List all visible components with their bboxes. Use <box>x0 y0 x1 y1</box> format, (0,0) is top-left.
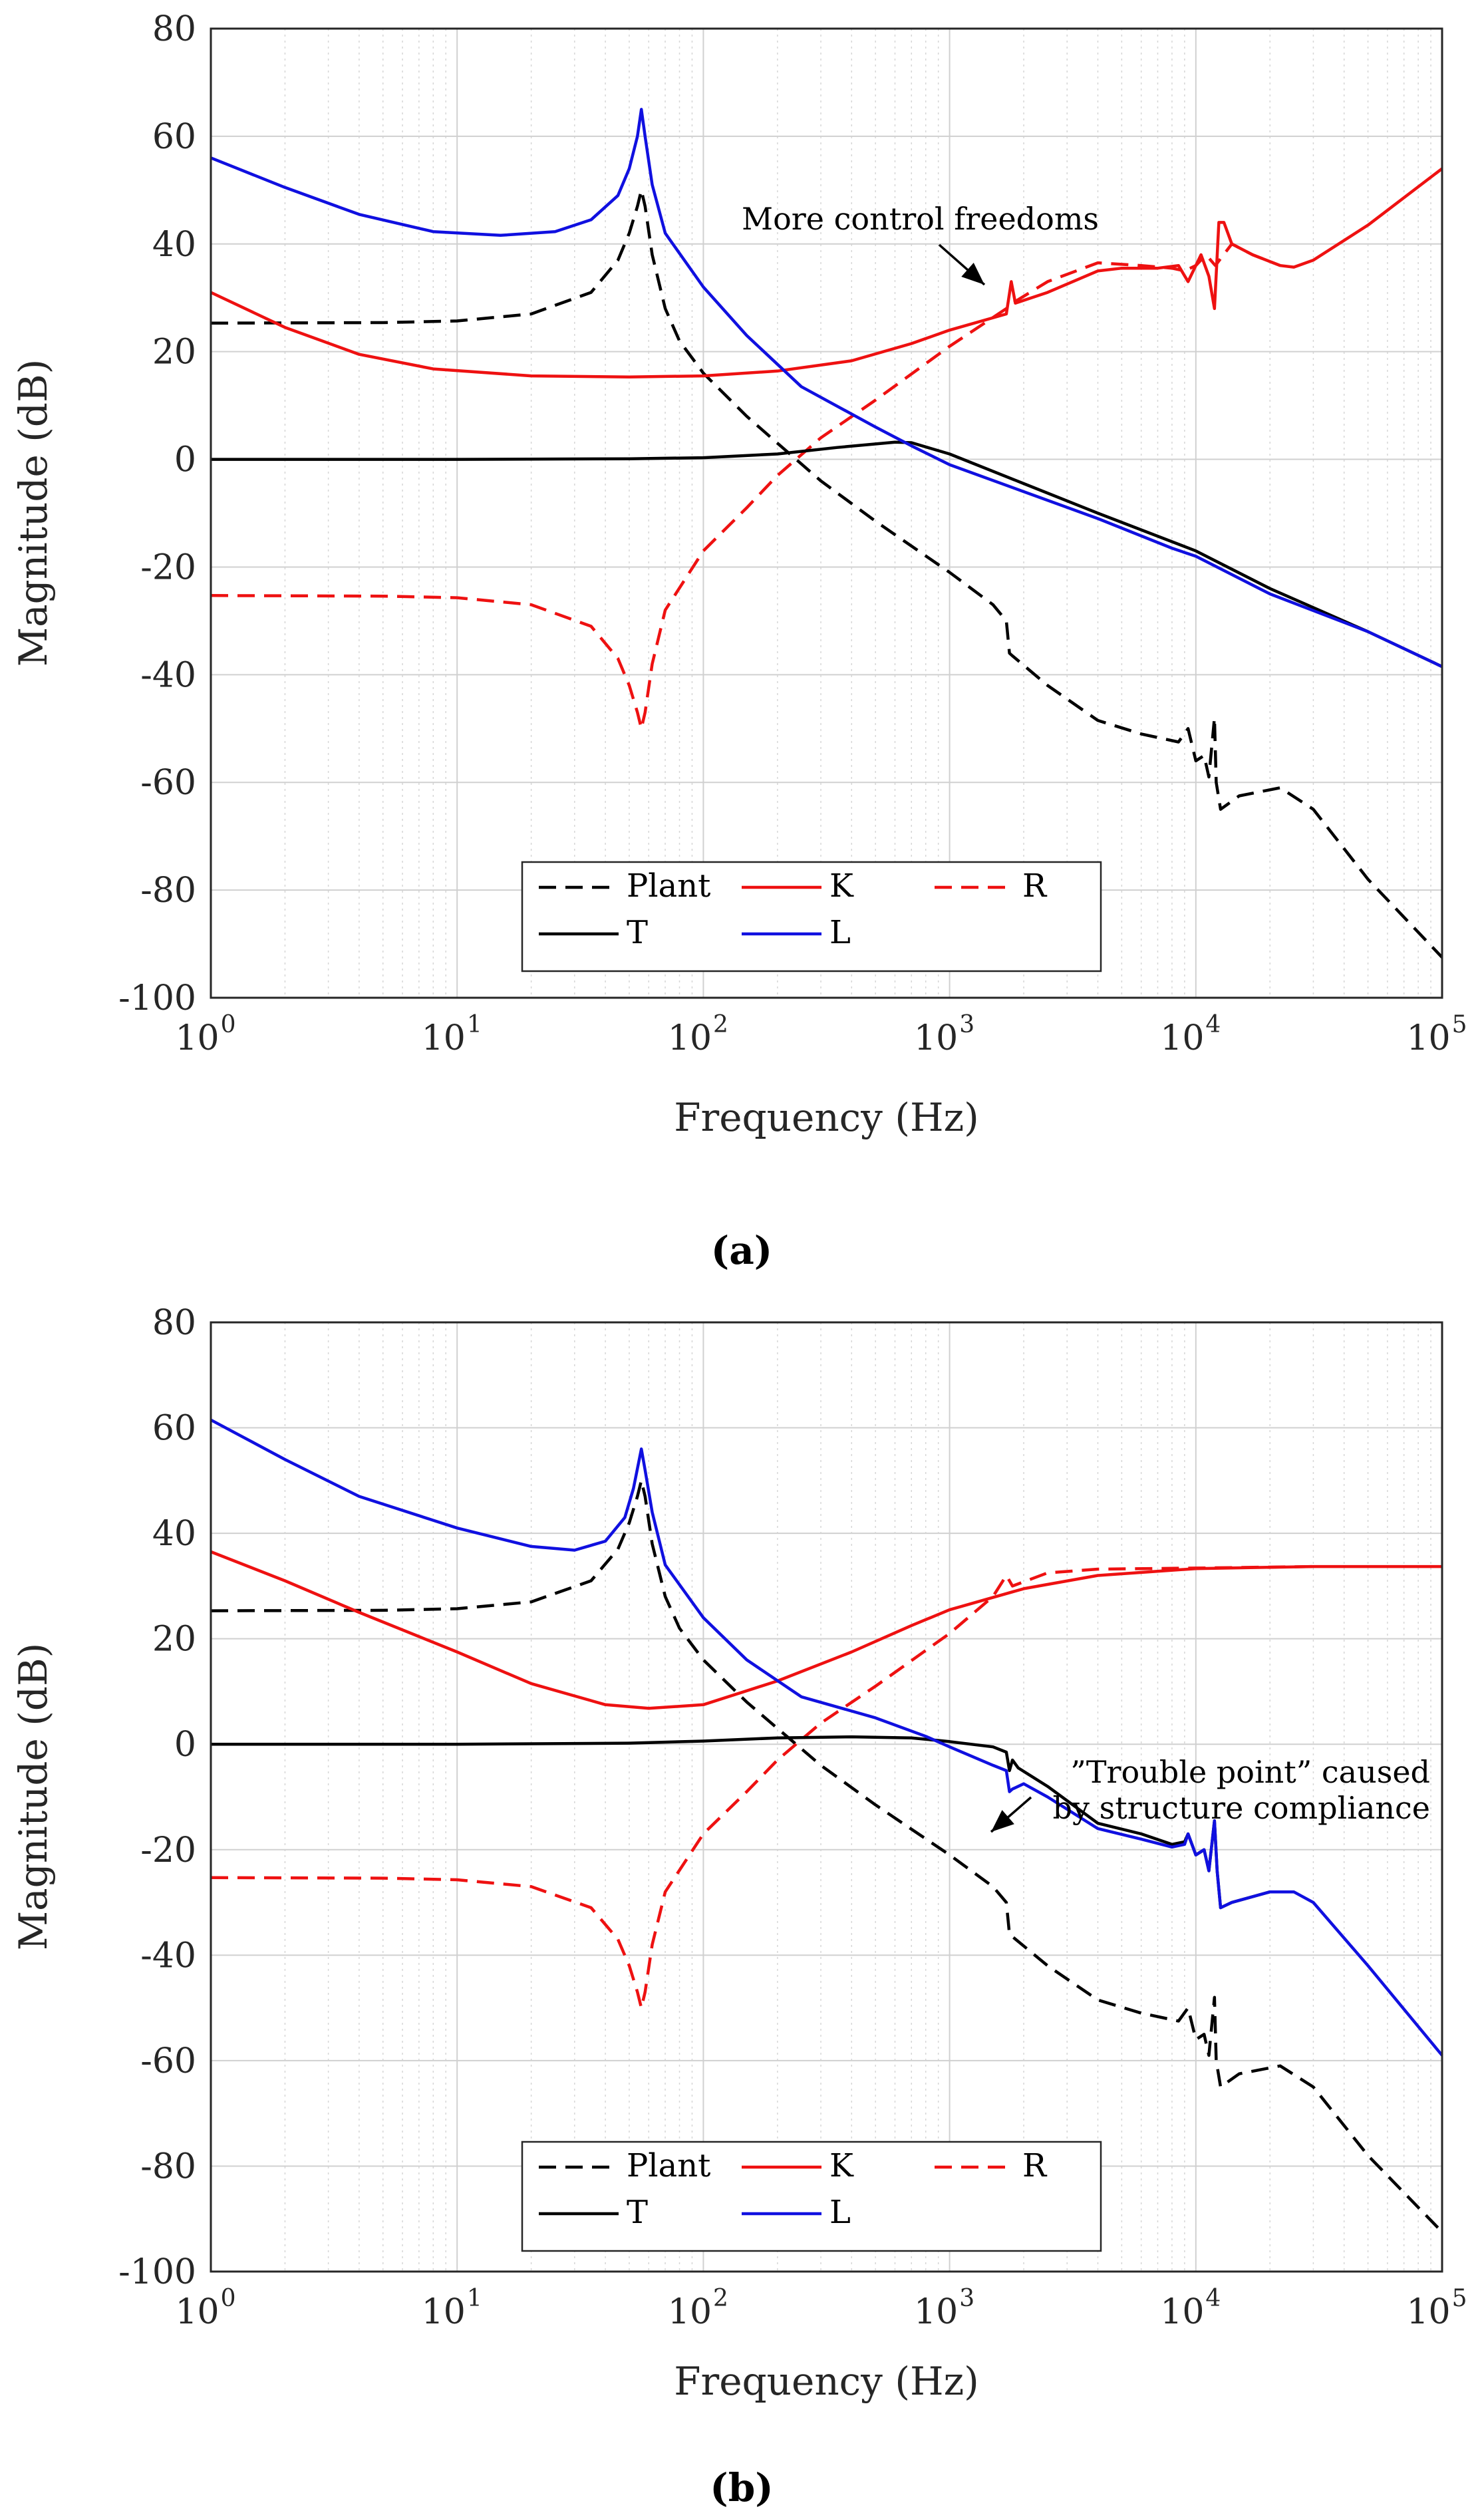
y-tick-labels-a: 80 60 40 20 0 -20 -40 -60 -80 -100 <box>118 9 196 1018</box>
series-line-t <box>211 440 1443 668</box>
x-tick-labels-a: 100 101 102 103 104 105 <box>175 1011 1467 1058</box>
legend-box <box>521 861 1102 972</box>
y-tick-label: -80 <box>140 2147 196 2186</box>
y-tick-label: 0 <box>174 1725 196 1765</box>
x-tick-label: 100 <box>175 2285 235 2332</box>
legend-label-t: T <box>627 2194 648 2231</box>
x-tick-label: 105 <box>1406 2285 1467 2332</box>
y-tick-label: -60 <box>140 763 196 803</box>
legend-label-k: K <box>829 867 854 905</box>
legend-box <box>521 2141 1102 2252</box>
series-line-r <box>210 1564 1314 2009</box>
annotation-text: ”Trouble point” caused <box>1070 1754 1430 1790</box>
y-tick-label: -20 <box>140 1831 196 1870</box>
y-tick-label: -80 <box>140 871 196 911</box>
legend-label-plant: Plant <box>627 867 710 905</box>
x-tick-label: 105 <box>1406 1011 1467 1058</box>
x-tick-label: 103 <box>914 1011 974 1058</box>
legend-label-plant: Plant <box>627 2147 710 2184</box>
series-line-plant <box>210 1479 1443 2234</box>
legend-label-l: L <box>829 914 851 951</box>
series-line-plant <box>210 188 1443 959</box>
y-tick-label: 40 <box>152 1514 196 1554</box>
annotation-arrowhead <box>961 263 984 285</box>
y-tick-label: -20 <box>140 547 196 587</box>
plot-frame-b <box>210 1321 1443 2273</box>
annotation-text: More control freedoms <box>742 201 1099 237</box>
y-tick-labels-b: 80 60 40 20 0 -20 -40 -60 -80 -100 <box>118 1303 196 2292</box>
plot-frame-a <box>210 27 1443 999</box>
series-group-b <box>210 1418 1443 2234</box>
series-line-k <box>210 1550 1442 1710</box>
y-tick-label: 80 <box>152 1303 196 1343</box>
x-tick-label: 102 <box>668 2285 728 2332</box>
x-tick-label: 102 <box>668 1011 728 1058</box>
legend-label-l: L <box>829 2194 851 2231</box>
caption-a: (a) <box>711 1228 772 1273</box>
y-tick-label: -40 <box>140 1936 196 1976</box>
series-line-l <box>210 108 1443 668</box>
series-line-r <box>210 242 1281 730</box>
x-tick-label: 104 <box>1160 2285 1221 2332</box>
y-tick-label: 60 <box>152 1409 196 1449</box>
annotation-text: by structure compliance <box>1053 1790 1430 1826</box>
y-axis-label-a: Magnitude (dB) <box>11 359 56 667</box>
x-tick-label: 100 <box>175 1011 235 1058</box>
series-line-l <box>210 1418 1443 2057</box>
x-tick-label: 101 <box>422 2285 482 2332</box>
legend-label-t: T <box>627 914 648 951</box>
y-tick-label: -40 <box>140 655 196 695</box>
x-axis-label-a: Frequency (Hz) <box>674 1095 979 1140</box>
y-tick-label: -60 <box>140 2041 196 2081</box>
x-tick-labels-b: 100 101 102 103 104 105 <box>175 2285 1467 2332</box>
y-axis-label-b: Magnitude (dB) <box>11 1643 56 1951</box>
legend-a: Plant K R T L <box>521 861 1102 972</box>
y-tick-label: 20 <box>152 1620 196 1660</box>
y-tick-label: 40 <box>152 225 196 265</box>
x-axis-label-b: Frequency (Hz) <box>674 2359 979 2404</box>
y-tick-label: -100 <box>118 978 196 1018</box>
annotation-arrowhead <box>991 1810 1014 1832</box>
series-group-a <box>210 108 1443 959</box>
y-tick-label: -100 <box>118 2252 196 2292</box>
y-tick-label: 0 <box>174 440 196 480</box>
y-tick-label: 60 <box>152 117 196 157</box>
legend-label-k: K <box>829 2147 854 2184</box>
y-tick-label: 80 <box>152 9 196 49</box>
legend-label-r: R <box>1022 867 1048 905</box>
x-tick-label: 101 <box>422 1011 482 1058</box>
x-tick-label: 104 <box>1160 1011 1221 1058</box>
x-tick-label: 103 <box>914 2285 974 2332</box>
legend-label-r: R <box>1022 2147 1048 2184</box>
y-tick-label: 20 <box>152 333 196 372</box>
legend-b: Plant K R T L <box>521 2141 1102 2252</box>
series-line-k <box>210 167 1443 378</box>
grid-a <box>210 28 1443 998</box>
annotation-a: More control freedoms <box>742 201 1099 286</box>
caption-b: (b) <box>710 2465 773 2510</box>
